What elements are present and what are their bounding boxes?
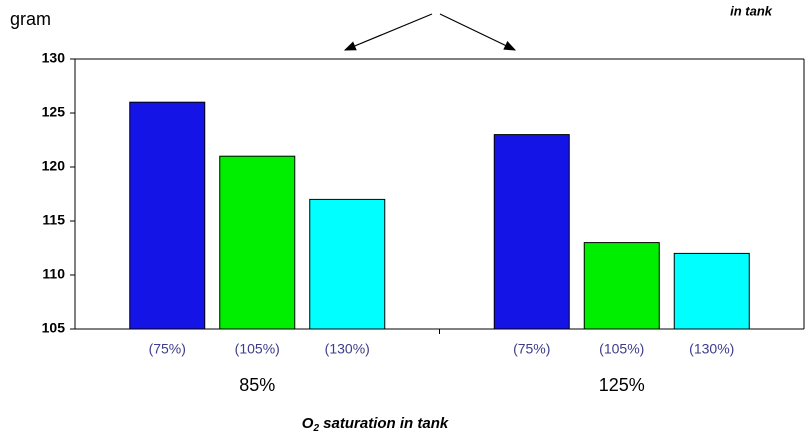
bar bbox=[309, 198, 386, 330]
series-label: (105%) bbox=[599, 341, 644, 357]
bar bbox=[129, 101, 206, 330]
x-axis-title: O2 saturation in tank bbox=[302, 415, 449, 434]
y-axis-label: gram bbox=[10, 9, 51, 29]
arrow bbox=[343, 13, 433, 51]
series-label: (130%) bbox=[325, 341, 370, 357]
series-label: (130%) bbox=[689, 341, 734, 357]
bar bbox=[583, 242, 660, 330]
x-title-subscript: 2 bbox=[312, 423, 319, 434]
bar bbox=[673, 252, 750, 330]
y-tick-label: 120 bbox=[42, 158, 66, 174]
series-label: (75%) bbox=[513, 341, 550, 357]
arrow bbox=[439, 13, 517, 51]
y-tick-label: 130 bbox=[42, 50, 66, 66]
y-tick-label: 125 bbox=[42, 104, 66, 120]
x-title-part: O bbox=[302, 415, 314, 432]
y-tick-label: 115 bbox=[42, 212, 65, 228]
y-tick-label: 110 bbox=[42, 266, 65, 282]
x-title-part: saturation in tank bbox=[319, 415, 449, 432]
y-tick-label: 105 bbox=[42, 320, 66, 336]
series-label: (105%) bbox=[235, 341, 280, 357]
bar bbox=[219, 155, 296, 330]
bar bbox=[493, 134, 570, 330]
series-label: (75%) bbox=[149, 341, 186, 357]
x-tick-label: 85% bbox=[239, 375, 275, 395]
x-tick-label: 125% bbox=[599, 375, 645, 395]
annotation: in tank bbox=[730, 3, 773, 18]
